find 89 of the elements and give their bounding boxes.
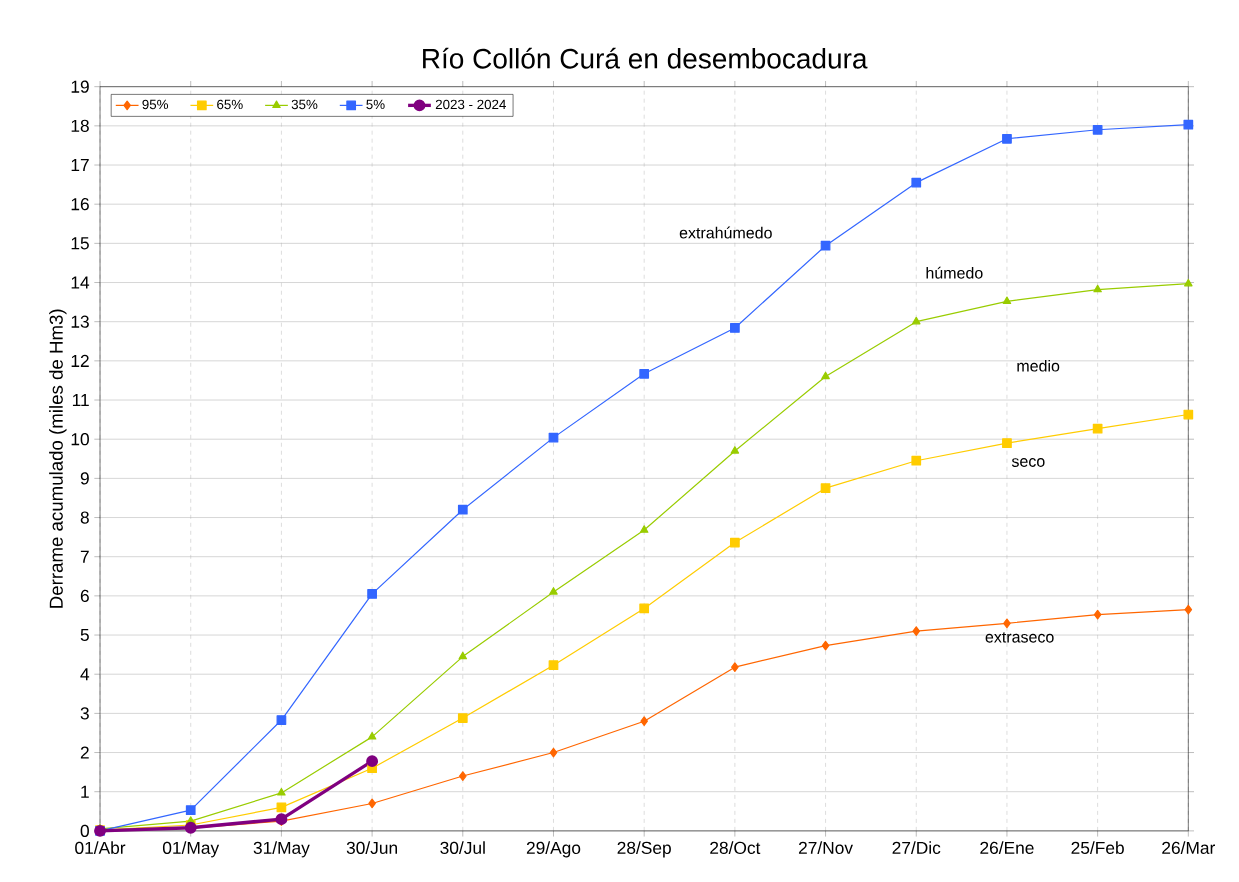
point bbox=[368, 798, 376, 809]
y-tick-label: 8 bbox=[80, 511, 89, 524]
point bbox=[821, 640, 830, 651]
point bbox=[277, 788, 286, 796]
annotation: extrahúmedo bbox=[679, 226, 772, 239]
y-tick-label: 18 bbox=[71, 119, 89, 133]
x-tick-label: 26/Ene bbox=[980, 841, 1034, 855]
y-tick-label: 2 bbox=[80, 746, 89, 759]
point bbox=[549, 747, 558, 758]
annotation: extraseco bbox=[985, 632, 1054, 643]
point bbox=[367, 732, 377, 740]
point bbox=[820, 483, 831, 494]
x-tick-label: 25/Feb bbox=[1071, 841, 1124, 855]
point bbox=[458, 651, 468, 660]
legend-label: 95% bbox=[142, 99, 169, 110]
x-tick-label: 28/Oct bbox=[710, 841, 761, 855]
x-tick-label: 26/Mar bbox=[1162, 841, 1216, 855]
point bbox=[639, 525, 649, 534]
point bbox=[1092, 125, 1103, 135]
point bbox=[730, 323, 740, 334]
x-tick-label: 30/Jun bbox=[346, 841, 397, 855]
legend-label: 35% bbox=[291, 99, 318, 110]
point bbox=[1184, 604, 1193, 615]
annotation: seco bbox=[1011, 458, 1045, 468]
y-tick-label: 0 bbox=[80, 824, 89, 838]
y-tick-label: 19 bbox=[71, 80, 89, 94]
y-tick-label: 10 bbox=[71, 433, 89, 446]
y-axis-title: Derrame acumulado (miles de Hm3) bbox=[49, 309, 67, 608]
annotation: medio bbox=[1017, 360, 1060, 372]
point bbox=[1002, 296, 1012, 305]
point bbox=[639, 369, 650, 379]
point bbox=[730, 537, 740, 548]
y-tick-label: 6 bbox=[80, 589, 89, 603]
y-tick-label: 9 bbox=[80, 472, 89, 485]
point bbox=[821, 371, 830, 380]
y-tick-label: 4 bbox=[80, 668, 90, 681]
point bbox=[731, 662, 739, 673]
point bbox=[639, 603, 650, 614]
point bbox=[367, 589, 377, 599]
point bbox=[457, 505, 468, 515]
point bbox=[730, 446, 740, 454]
x-tick-label: 31/May bbox=[253, 841, 310, 858]
point bbox=[911, 456, 922, 466]
y-tick-label: 17 bbox=[71, 159, 89, 172]
y-tick-label: 3 bbox=[80, 707, 89, 720]
x-tick-label: 27/Nov bbox=[798, 841, 853, 855]
x-tick-label: 01/Abr bbox=[75, 841, 126, 855]
y-tick-label: 12 bbox=[71, 355, 89, 368]
point bbox=[640, 716, 648, 727]
point bbox=[457, 713, 468, 724]
point bbox=[911, 177, 922, 188]
point bbox=[276, 802, 287, 813]
point bbox=[549, 587, 558, 595]
point bbox=[1183, 409, 1194, 420]
y-tick-label: 16 bbox=[71, 198, 89, 211]
point bbox=[185, 805, 196, 816]
x-tick-label: 01/May bbox=[162, 841, 220, 858]
point bbox=[459, 771, 467, 782]
x-tick-label: 27/Dic bbox=[892, 841, 941, 855]
legend-label: 65% bbox=[217, 99, 243, 110]
y-tick-label: 15 bbox=[71, 237, 89, 250]
x-tick-label: 28/Sep bbox=[617, 841, 671, 858]
point bbox=[1093, 610, 1102, 620]
point bbox=[1002, 438, 1012, 449]
point bbox=[1003, 618, 1011, 629]
y-tick-label: 11 bbox=[72, 394, 89, 407]
legend-label: 5% bbox=[366, 99, 385, 110]
point bbox=[366, 755, 379, 768]
point bbox=[1184, 279, 1193, 287]
point bbox=[1093, 284, 1102, 293]
y-tick-label: 7 bbox=[80, 550, 89, 563]
y-tick-label: 14 bbox=[71, 276, 90, 289]
point bbox=[1092, 423, 1103, 434]
x-tick-label: 30/Jul bbox=[440, 841, 485, 855]
point bbox=[276, 715, 287, 726]
point bbox=[548, 432, 559, 443]
point bbox=[820, 241, 831, 251]
y-tick-label: 1 bbox=[81, 785, 89, 798]
point bbox=[912, 626, 921, 637]
y-tick-label: 5 bbox=[80, 629, 89, 642]
y-tick-label: 13 bbox=[71, 315, 89, 329]
legend-label: 2023 - 2024 bbox=[435, 99, 506, 110]
point bbox=[1183, 120, 1194, 130]
annotation: húmedo bbox=[926, 266, 983, 279]
point bbox=[548, 660, 559, 671]
point bbox=[911, 317, 921, 325]
chart-title: Río Collón Curá en desembocadura bbox=[423, 47, 868, 69]
x-tick-label: 29/Ago bbox=[526, 841, 581, 858]
point bbox=[1002, 134, 1012, 144]
